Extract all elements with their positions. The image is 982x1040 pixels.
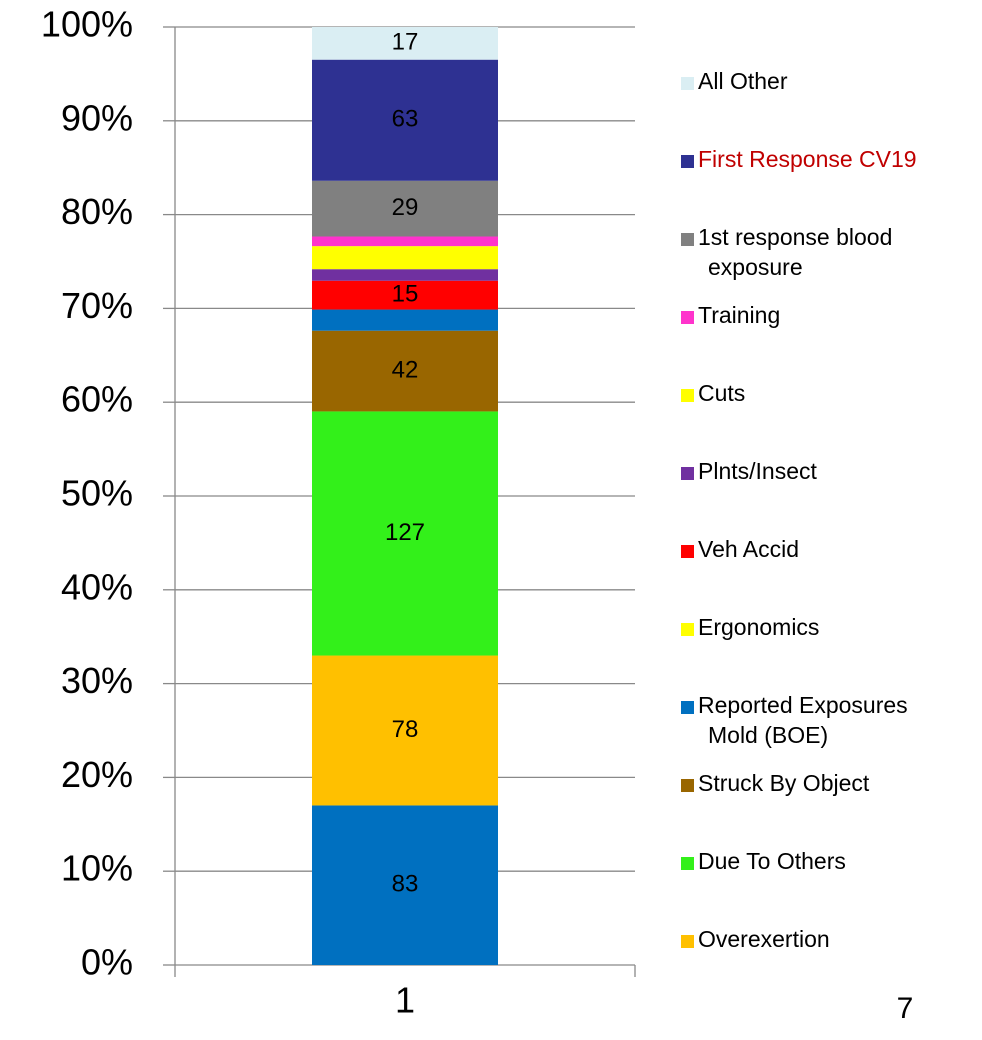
legend-swatch — [681, 233, 694, 246]
legend-label: First Response CV19 — [698, 146, 917, 172]
legend-label: Overexertion — [698, 926, 830, 952]
legend-swatch — [681, 545, 694, 558]
y-tick-label: 100% — [41, 4, 133, 45]
y-tick-label: 10% — [61, 848, 133, 889]
legend-swatch — [681, 311, 694, 324]
data-label: 63 — [392, 106, 419, 133]
legend-swatch — [681, 779, 694, 792]
data-label: 17 — [392, 29, 419, 56]
y-tick-label: 40% — [61, 566, 133, 607]
y-tick-label: 60% — [61, 379, 133, 420]
legend-label: Struck By Object — [698, 770, 870, 796]
legend-swatch — [681, 935, 694, 948]
legend-label: Reported Exposures Mold (BOE) — [698, 692, 908, 748]
y-tick-label: 20% — [61, 754, 133, 795]
data-label: 15 — [392, 280, 419, 307]
y-tick-label: 50% — [61, 473, 133, 514]
legend-label: Ergonomics — [698, 614, 819, 640]
bar-segment — [312, 411, 498, 656]
y-tick-label: 70% — [61, 285, 133, 326]
legend-swatch — [681, 155, 694, 168]
legend-label: 1st response blood exposure — [698, 224, 892, 280]
legend-label: Due To Others — [698, 848, 846, 874]
legend-label: Veh Accid — [698, 536, 799, 562]
y-tick-label: 90% — [61, 97, 133, 138]
legend-label: Cuts — [698, 380, 745, 406]
y-tick-label: 30% — [61, 660, 133, 701]
bar-segment — [312, 27, 498, 60]
legend-swatch — [681, 467, 694, 480]
bar-segment — [312, 309, 498, 331]
legend-swatch — [681, 389, 694, 402]
legend-swatch — [681, 77, 694, 90]
page-number: 7 — [897, 992, 914, 1025]
bar-segment — [312, 330, 498, 412]
legend-swatch — [681, 701, 694, 714]
data-label: 42 — [392, 356, 419, 383]
bar-segment — [312, 180, 498, 237]
legend-label: All Other — [698, 68, 788, 94]
bar-segment — [312, 655, 498, 806]
bar-segment — [312, 59, 498, 181]
data-label: 127 — [385, 519, 425, 546]
legend-label: Plnts/Insect — [698, 458, 817, 484]
bar-segment — [312, 236, 498, 247]
y-tick-label: 0% — [81, 942, 133, 983]
bar-segment — [312, 805, 498, 965]
bar-segment — [312, 280, 498, 310]
data-label: 83 — [392, 871, 419, 898]
bar-segment — [312, 246, 498, 270]
legend-label: Training — [698, 302, 780, 328]
legend-swatch — [681, 623, 694, 636]
data-label: 78 — [392, 716, 419, 743]
bar-segment — [312, 269, 498, 281]
legend-swatch — [681, 857, 694, 870]
x-tick-label: 1 — [395, 980, 415, 1021]
y-tick-label: 80% — [61, 191, 133, 232]
data-label: 29 — [392, 194, 419, 221]
